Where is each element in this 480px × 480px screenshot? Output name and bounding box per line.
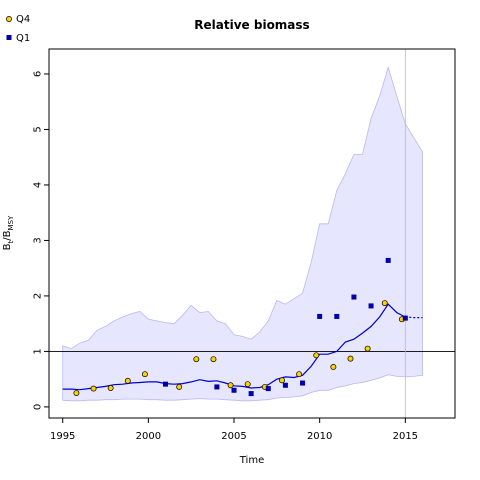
x-tick-label: 2000 bbox=[136, 431, 161, 442]
q4-point bbox=[381, 300, 388, 307]
x-tick-label: 2015 bbox=[393, 431, 418, 442]
y-tick-label: 2 bbox=[33, 293, 44, 299]
q4-point bbox=[193, 356, 200, 363]
q1-point bbox=[368, 303, 374, 309]
q4-point bbox=[227, 382, 234, 389]
plot-frame bbox=[48, 48, 456, 419]
x-tick-label: 2010 bbox=[307, 431, 332, 442]
q4-point bbox=[90, 385, 97, 392]
confidence-band bbox=[62, 65, 423, 402]
q1-point bbox=[265, 386, 271, 392]
y-tick-label: 3 bbox=[33, 237, 44, 243]
q4-point bbox=[141, 371, 148, 378]
y-axis-title: Bt/BMSY bbox=[2, 215, 15, 250]
plot-area bbox=[49, 49, 455, 418]
series-line-projection bbox=[405, 316, 423, 319]
q4-point bbox=[279, 377, 285, 384]
q1-point bbox=[231, 387, 237, 393]
q1-point bbox=[214, 384, 220, 390]
y-tick-label: 5 bbox=[33, 126, 44, 132]
x-axis-title: Time bbox=[239, 455, 264, 466]
q1-point bbox=[162, 381, 168, 387]
q4-point bbox=[364, 345, 371, 352]
q4-point bbox=[347, 355, 354, 362]
q4-point bbox=[330, 364, 337, 370]
y-tick-label: 4 bbox=[33, 182, 44, 188]
legend: Q4 Q1 bbox=[6, 14, 30, 44]
y-tick-label: 6 bbox=[33, 71, 44, 77]
q1-point bbox=[385, 257, 391, 263]
x-tick-label: 1995 bbox=[50, 431, 75, 442]
q4-point bbox=[107, 385, 114, 391]
legend-q4-symbol bbox=[6, 16, 12, 22]
y-tick-label: 0 bbox=[33, 404, 44, 410]
series-line-estimate bbox=[62, 303, 406, 391]
q1-point bbox=[334, 313, 340, 319]
q4-point bbox=[244, 381, 251, 388]
q1-point bbox=[351, 294, 357, 300]
q1-point bbox=[300, 380, 306, 386]
y-tick-label: 1 bbox=[33, 348, 44, 354]
q4-point bbox=[210, 356, 217, 363]
chart-title: Relative biomass bbox=[194, 18, 309, 32]
q4-point bbox=[313, 352, 320, 359]
q4-point bbox=[73, 390, 80, 396]
q1-point bbox=[248, 391, 254, 397]
axes: 1995 2000 2005 2010 2015 0 1 2 3 4 5 6 bbox=[33, 48, 456, 442]
q4-point bbox=[176, 383, 183, 390]
q4-point bbox=[124, 377, 131, 384]
legend-q1-label: Q1 bbox=[16, 33, 30, 44]
x-tick-label: 2005 bbox=[221, 431, 246, 442]
legend-q1-symbol bbox=[6, 35, 12, 40]
q1-point bbox=[282, 382, 288, 388]
q1-point bbox=[402, 315, 408, 321]
q4-point bbox=[296, 371, 303, 378]
q1-point bbox=[317, 313, 323, 319]
legend-q4-label: Q4 bbox=[16, 14, 30, 25]
